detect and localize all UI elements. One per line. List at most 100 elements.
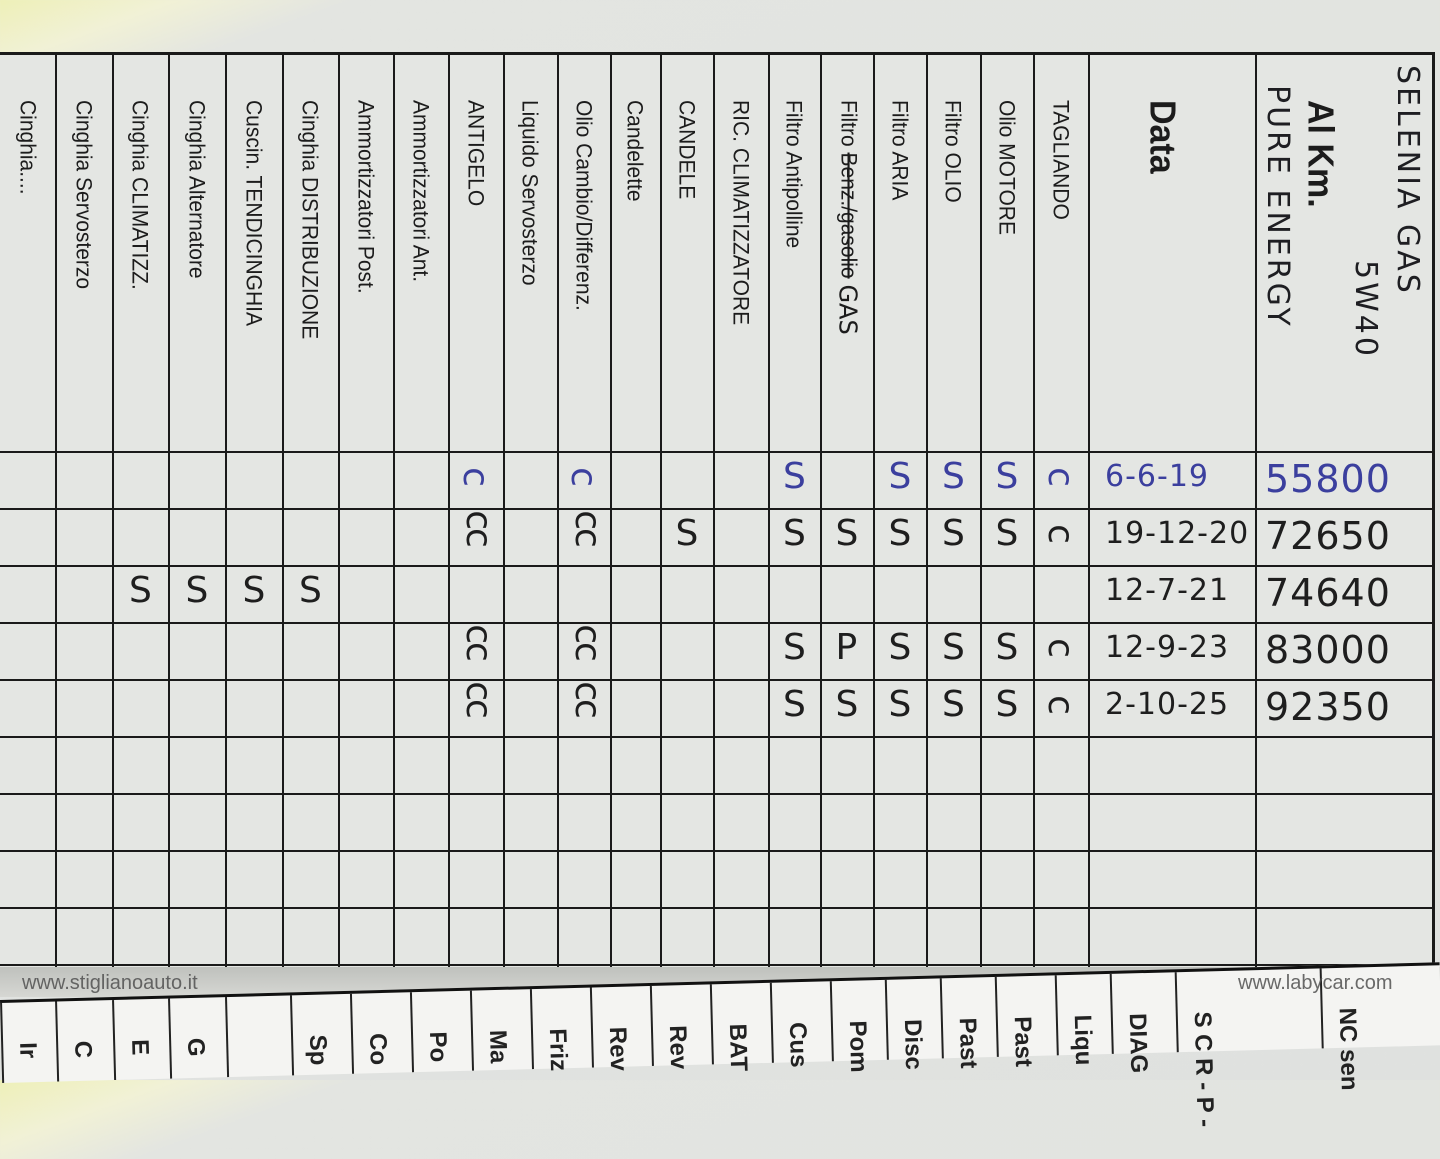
next-page-label: NC sen — [1333, 1007, 1363, 1091]
next-page-label: Po — [423, 1031, 452, 1063]
column-label-text: Filtro Antipolline — [781, 100, 806, 249]
next-page-label: G — [182, 1037, 210, 1057]
service-mark: S — [888, 456, 912, 497]
next-page-vline — [649, 985, 654, 1066]
column-label: ANTIGELO — [462, 100, 487, 206]
service-mark: S — [888, 684, 912, 725]
next-page-label: Rev — [603, 1026, 633, 1072]
service-mark: S — [942, 456, 965, 497]
entry-km: 83000 — [1265, 628, 1391, 672]
service-mark: cc — [566, 510, 608, 546]
grid-hline — [0, 964, 1432, 966]
next-page-label: Rev — [663, 1024, 693, 1070]
grid-vline — [168, 55, 170, 970]
column-label: Cinghia DISTRIBUZIONE — [296, 100, 321, 339]
service-mark: S — [995, 627, 1019, 668]
next-page-vline — [349, 993, 355, 1074]
grid-vline — [610, 55, 612, 970]
grid-vline — [768, 55, 770, 970]
next-page-label: Ma — [483, 1029, 512, 1064]
column-label-text: Liquido Servosterzo — [517, 100, 542, 286]
next-page-label: Sp — [304, 1034, 332, 1066]
service-mark: S — [995, 684, 1019, 725]
service-mark: S — [995, 456, 1019, 497]
service-mark: cc — [457, 624, 499, 660]
grid-vline — [926, 55, 928, 970]
service-mark: S — [835, 513, 859, 554]
grid-vline — [393, 55, 395, 970]
column-label: Filtro ARIA — [886, 100, 911, 200]
service-mark: S — [995, 513, 1019, 554]
next-page-label: DIAG — [1123, 1012, 1153, 1074]
grid-hline — [0, 793, 1432, 795]
service-mark: S — [783, 513, 806, 554]
next-page-label: Past — [1008, 1015, 1038, 1068]
column-label-text: Olio Cambio/Differenz. — [570, 100, 596, 311]
entry-km: 74640 — [1265, 571, 1391, 615]
column-label-text: Cinghia Servosterzo — [70, 100, 96, 290]
column-label: Cinghia Alternatore — [183, 100, 208, 279]
next-page-vline — [1054, 975, 1059, 1056]
grid-vline — [282, 55, 284, 970]
service-mark: S — [299, 570, 322, 611]
column-label-text: Candelette — [622, 100, 647, 202]
grid-vline — [1033, 55, 1035, 970]
grid-vline — [873, 55, 875, 970]
next-page-vline — [709, 984, 714, 1065]
service-mark: c — [454, 467, 496, 487]
service-mark: S — [783, 627, 806, 668]
grid-vline — [980, 55, 982, 970]
next-page-vline — [994, 976, 999, 1057]
next-page-vline — [529, 989, 534, 1070]
column-label: Liquido Servosterzo — [516, 100, 541, 286]
service-mark: S — [675, 513, 699, 554]
grid-vline — [112, 55, 114, 970]
entry-km: 72650 — [1265, 514, 1391, 558]
column-label: Cuscin. TENDICINGHIA — [240, 100, 265, 326]
next-page-label: Friz — [543, 1028, 573, 1072]
service-mark: c — [1039, 524, 1081, 544]
service-mark: cc — [457, 681, 499, 717]
column-label: TAGLIANDO — [1047, 100, 1072, 220]
entry-date: 6-6-19 — [1105, 459, 1209, 494]
km-header: Al Km. — [1300, 100, 1340, 208]
next-page-label: Pom — [843, 1020, 873, 1073]
next-page-vline — [225, 997, 230, 1078]
next-page-label: Cus — [783, 1021, 813, 1068]
next-page-label: Liqu — [1068, 1014, 1098, 1066]
next-page-label: Ir — [14, 1041, 42, 1059]
service-mark: S — [783, 684, 806, 725]
entry-date: 12-9-23 — [1105, 630, 1230, 665]
column-label: Cinghia.... — [14, 100, 39, 195]
next-page-vline — [289, 995, 295, 1076]
next-page-vline — [829, 981, 834, 1062]
column-label: Filtro OLIO — [939, 100, 964, 203]
column-label: Cinghia CLIMATIZZ. — [126, 100, 151, 290]
next-page-label: Past — [953, 1017, 983, 1069]
column-label-text: Ammortizzatori Post. — [352, 100, 378, 294]
service-mark: c — [562, 467, 604, 487]
column-label: Cinghia Servosterzo — [70, 100, 95, 289]
watermark-left: www.stiglianoauto.it — [22, 972, 198, 994]
grid-vline — [338, 55, 340, 970]
column-label-text: Cinghia.... — [14, 100, 40, 195]
service-mark: S — [942, 513, 965, 554]
column-label: Olio Cambio/Differenz. — [570, 100, 595, 311]
service-mark: S — [888, 627, 912, 668]
column-label-text: ANTIGELO — [462, 100, 488, 207]
struck-text: Benz./gasolio — [835, 152, 861, 279]
grid-hline — [0, 907, 1432, 909]
next-page-label: C — [69, 1040, 97, 1059]
service-mark: P — [835, 627, 858, 668]
next-page-label: Disc — [898, 1018, 928, 1071]
grid-hline — [0, 850, 1432, 852]
column-label-text: Cinghia Alternatore — [183, 100, 209, 279]
next-page-vline — [884, 979, 889, 1060]
grid-hline — [0, 622, 1432, 624]
next-page-vline — [0, 1002, 5, 1083]
entry-km: 92350 — [1265, 685, 1391, 729]
grid-vline — [820, 55, 822, 970]
entry-date: 2-10-25 — [1105, 687, 1230, 722]
header-note-line3: PURE ENERGY — [1260, 85, 1295, 329]
column-label-text: CANDELE — [673, 100, 699, 200]
